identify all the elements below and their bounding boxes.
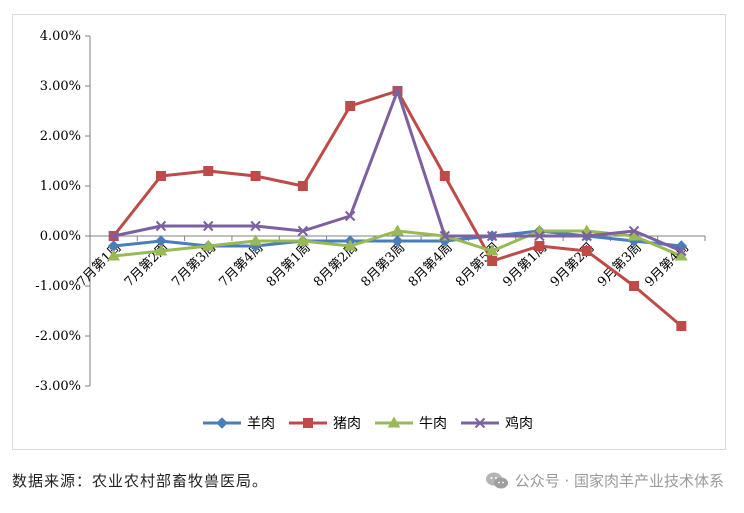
data-point [439,171,450,181]
legend-label: 牛肉 [419,416,447,432]
data-point [487,256,498,266]
data-point [203,220,214,232]
data-point [474,417,486,429]
data-point [344,210,356,222]
y-tick-label: 0.00% [40,229,81,244]
data-point [392,85,403,97]
data-point [249,234,262,246]
data-point [629,281,640,291]
legend-label: 鸡肉 [505,415,533,432]
wechat-icon [485,472,508,488]
data-point [534,230,545,242]
data-point [203,166,214,176]
data-point [676,321,687,331]
x-tick-label: 7月第2周 [122,240,172,290]
source-note: 数据来源：农业农村部畜牧兽医局。 [12,472,269,490]
data-point [250,171,261,181]
data-point [296,234,310,246]
data-point [674,249,688,261]
data-point [628,225,640,237]
data-point [486,230,498,242]
y-tick-label: -1.00% [35,279,81,294]
data-point [154,244,168,256]
series-line [112,89,683,328]
data-point [387,416,401,428]
data-point [297,181,308,191]
data-point [216,417,228,429]
data-point [155,171,166,181]
data-point [439,230,451,242]
x-tick-label: 8月第3周 [358,240,408,290]
data-point [155,220,167,232]
y-tick-label: -2.00% [35,329,81,344]
data-point [108,230,119,242]
y-tick-label: 4.00% [40,29,81,44]
y-tick-label: -3.00% [35,379,81,394]
line-chart: 4.00% 3.00% 2.00% 1.00% 0.00% -1.00% -2.00% -3.… [35,29,706,432]
legend-label: 猪肉 [333,416,361,432]
data-point [485,244,499,256]
y-tick-label: 2.00% [40,129,81,144]
x-tick-label: 8月第1周 [264,240,314,290]
watermark-text: 公众号 · 国家肉羊产业技术体系 [514,472,724,490]
data-point [581,230,592,242]
y-tick-label: 1.00% [40,179,81,194]
data-point [343,239,357,251]
legend-label: 羊肉 [247,416,275,432]
data-point [303,418,313,428]
data-point [534,241,545,251]
data-point [201,239,215,251]
x-tick-label: 8月第4周 [406,240,456,290]
watermark: 公众号 · 国家肉羊产业技术体系 [485,470,724,491]
data-point [107,249,121,261]
data-point [297,225,309,237]
data-point [391,224,404,236]
data-point [391,235,404,247]
data-point [581,246,592,256]
data-point [250,220,261,232]
data-point [676,245,687,257]
data-point [627,229,641,241]
y-tick-label: 3.00% [40,79,81,94]
chart-frame: 4.00% 3.00% 2.00% 1.00% 0.00% -1.00% -2.00% -3.… [12,14,726,450]
data-point [345,101,356,111]
